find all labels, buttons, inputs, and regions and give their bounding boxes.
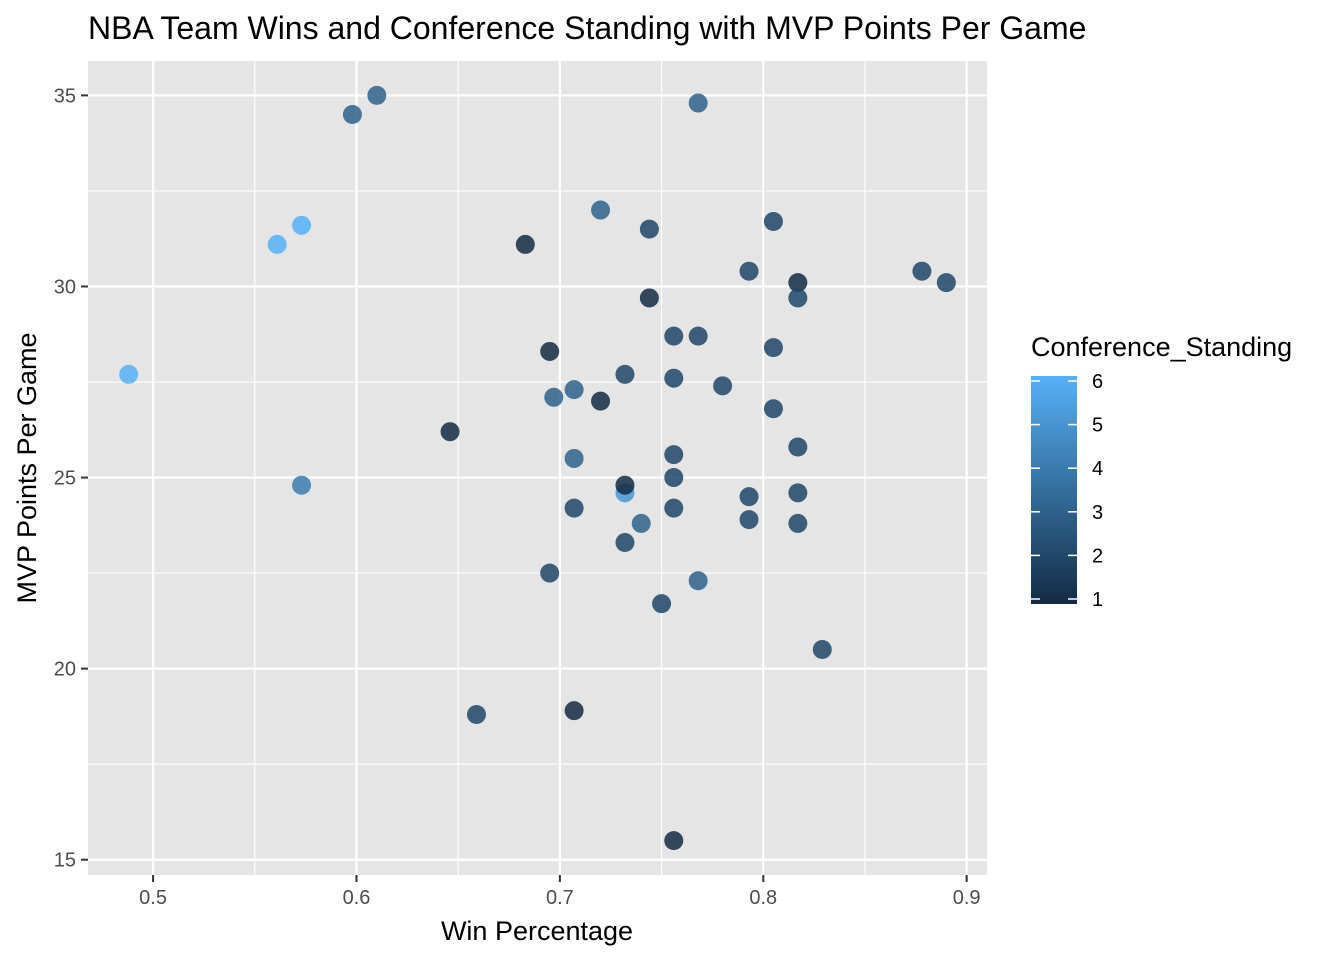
data-point [639, 219, 659, 239]
data-point [664, 831, 684, 851]
data-point [119, 364, 139, 384]
data-point [936, 273, 956, 293]
data-point [788, 273, 808, 293]
data-point [615, 533, 635, 553]
data-point [591, 391, 611, 411]
data-point [639, 288, 659, 308]
color-legend: Conference_Standing 1 2 3 4 5 6 [1031, 332, 1292, 611]
data-point [739, 510, 759, 530]
data-point [912, 261, 932, 281]
y-tick-label: 15 [54, 850, 76, 872]
data-point [788, 513, 808, 533]
legend-tick-label: 3 [1092, 502, 1103, 524]
data-point [540, 563, 560, 583]
y-tick-label: 35 [54, 85, 76, 107]
data-point [540, 341, 560, 361]
y-tick-label: 30 [54, 276, 76, 298]
data-point [515, 234, 535, 254]
data-point [564, 380, 584, 400]
x-tick-label: 0.6 [343, 887, 371, 909]
y-tick-label: 25 [54, 468, 76, 490]
data-point [591, 200, 611, 220]
data-point [631, 513, 651, 533]
data-point [615, 364, 635, 384]
x-tick-label: 0.7 [546, 887, 574, 909]
data-point [564, 498, 584, 518]
data-point [739, 487, 759, 507]
x-tick-label: 0.8 [749, 887, 777, 909]
data-point [292, 475, 312, 495]
data-point [664, 445, 684, 465]
y-axis-title: MVP Points Per Game [12, 332, 42, 603]
data-point [564, 701, 584, 721]
x-axis-title: Win Percentage [441, 916, 633, 946]
data-point [739, 261, 759, 281]
data-point [688, 93, 708, 113]
data-point [763, 212, 783, 232]
minor-gridlines [88, 61, 987, 875]
x-axis: 0.5 0.6 0.7 0.8 0.9 [139, 875, 981, 909]
data-point [812, 640, 832, 660]
data-point [788, 437, 808, 457]
data-point [664, 326, 684, 346]
legend-tick-label: 6 [1092, 371, 1103, 393]
data-point [440, 422, 460, 442]
legend-tick-label: 2 [1092, 545, 1103, 567]
legend-title: Conference_Standing [1031, 332, 1292, 362]
data-point [664, 468, 684, 488]
legend-tick-label: 4 [1092, 458, 1103, 480]
major-gridlines [88, 61, 987, 875]
x-tick-label: 0.9 [953, 887, 981, 909]
data-point [664, 498, 684, 518]
chart-title: NBA Team Wins and Conference Standing wi… [88, 10, 1086, 46]
data-point [466, 704, 486, 724]
data-point [544, 387, 564, 407]
x-tick-label: 0.5 [139, 887, 167, 909]
y-tick-label: 20 [54, 659, 76, 681]
data-point [652, 594, 672, 614]
data-point [788, 288, 808, 308]
data-point [713, 376, 733, 396]
data-point [688, 326, 708, 346]
legend-colorbar [1031, 376, 1077, 604]
legend-tick-label: 5 [1092, 415, 1103, 437]
data-point [664, 368, 684, 388]
data-points [119, 85, 956, 851]
data-point [688, 571, 708, 591]
data-point [615, 475, 635, 495]
data-point [763, 338, 783, 358]
legend-tick-label: 1 [1092, 589, 1103, 611]
plot-panel [88, 61, 987, 875]
y-axis: 15 20 25 30 35 [54, 85, 88, 872]
legend-ticks: 1 2 3 4 5 6 [1031, 371, 1103, 611]
data-point [367, 85, 387, 105]
data-point [788, 483, 808, 503]
data-point [763, 399, 783, 419]
data-point [267, 234, 287, 254]
data-point [342, 105, 362, 125]
data-point [564, 448, 584, 468]
data-point [292, 215, 312, 235]
